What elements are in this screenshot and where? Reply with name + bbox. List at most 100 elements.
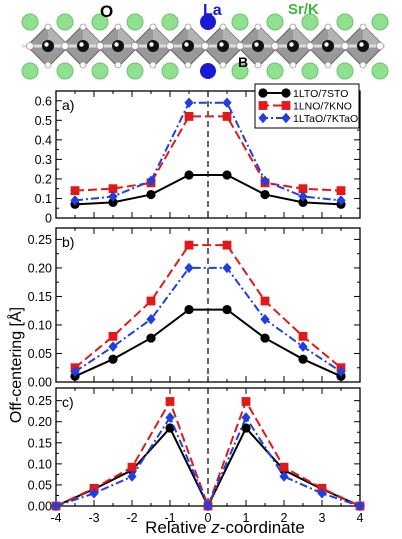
o-atom	[26, 42, 34, 50]
x-tick-label: 1	[243, 511, 250, 525]
o-atom	[184, 23, 192, 31]
srk-atom	[336, 62, 354, 80]
data-point	[108, 197, 118, 207]
b-atom-highlight	[324, 42, 329, 47]
data-point	[165, 423, 175, 433]
data-point	[355, 500, 365, 512]
o-atom	[306, 42, 314, 50]
srk-atom	[126, 13, 144, 31]
data-point	[222, 304, 232, 315]
data-point	[70, 186, 80, 196]
data-point	[184, 112, 194, 121]
panel-1: 0 0.1 0.2 0.3 0.4 0.5 0.6 a) 1LTO/7STO1LNO/7KNO1…	[35, 83, 361, 226]
srk-atom	[21, 62, 39, 80]
b-atom-highlight	[219, 42, 224, 47]
legend-box	[254, 83, 360, 129]
label-srk: Sr/K	[288, 1, 319, 18]
series-line	[74, 308, 342, 378]
b-atom-highlight	[254, 42, 259, 47]
x-tick-label: 4	[357, 511, 364, 525]
octahedron-face	[83, 25, 104, 46]
o-atom	[289, 23, 297, 31]
x-axis-label-suffix: -coordinate	[220, 518, 305, 537]
data-point	[298, 197, 308, 207]
data-point	[222, 97, 232, 108]
series-line	[74, 266, 342, 373]
y-tick-label: 0.15	[28, 290, 52, 304]
octahedron-face	[48, 25, 69, 46]
b-atom-highlight	[44, 42, 49, 47]
y-tick-label: 0.10	[28, 318, 52, 332]
y-tick-label: 0.25	[28, 233, 52, 247]
o-atom	[254, 23, 262, 31]
o-atom	[149, 61, 157, 69]
data-point	[222, 170, 232, 180]
data-point	[184, 97, 194, 108]
series-1	[51, 423, 365, 511]
series-line	[55, 415, 361, 509]
x-tick-label: -1	[164, 511, 175, 525]
o-atom	[324, 23, 332, 31]
data-point	[222, 262, 232, 274]
srk-atom	[266, 13, 284, 31]
data-point	[281, 101, 291, 110]
label-o: O	[100, 2, 113, 21]
o-atom	[359, 61, 367, 69]
data-point	[241, 412, 251, 423]
panel-3: 0.00 0.05 0.10 0.15 0.20 0.25 -4 -3 -2 -1 0 1 2 3 4 c)	[28, 387, 365, 525]
crystal-structure-illustration	[21, 13, 389, 80]
series-line	[74, 174, 342, 206]
series-3	[51, 412, 365, 512]
panel-label: b)	[62, 234, 74, 250]
data-point	[108, 184, 118, 194]
octahedron-face	[363, 25, 384, 46]
data-point	[317, 488, 327, 499]
data-point	[184, 262, 194, 274]
data-point	[279, 462, 289, 472]
y-tick-label: 0.10	[28, 457, 52, 471]
label-b: B	[238, 54, 248, 70]
srk-atom	[266, 62, 284, 80]
data-point	[89, 488, 99, 499]
y-tick-label: 0.3	[35, 153, 52, 167]
o-atom	[359, 23, 367, 31]
data-point	[146, 314, 156, 325]
x-axis-label-prefix: Relative	[145, 518, 211, 537]
b-atom-highlight	[79, 42, 84, 47]
srk-atom	[56, 13, 74, 31]
y-tick-label: 0.05	[28, 478, 52, 492]
srk-atom	[231, 62, 249, 80]
data-point	[241, 423, 251, 433]
y-tick-label: 0.5	[35, 114, 52, 128]
panel-label: a)	[62, 97, 74, 113]
data-point	[241, 397, 251, 406]
x-tick-label: -3	[88, 511, 99, 525]
data-point	[279, 471, 289, 482]
srk-atom	[161, 13, 179, 31]
y-tick-label: 0.15	[28, 436, 52, 450]
o-atom	[149, 23, 157, 31]
y-tick-label: 0.00	[28, 376, 52, 390]
o-atom	[254, 61, 262, 69]
octahedron-face	[153, 25, 174, 46]
data-point	[260, 296, 270, 306]
data-point	[146, 189, 156, 200]
o-atom	[289, 61, 297, 69]
data-point	[165, 397, 175, 406]
legend-label: 1LNO/7KNO	[293, 100, 352, 112]
b-atom-highlight	[289, 42, 294, 47]
y-tick-label: 0.20	[28, 415, 52, 429]
series-3	[70, 97, 346, 206]
data-point	[184, 240, 194, 250]
o-atom	[201, 42, 209, 50]
data-point	[127, 471, 137, 482]
data-point	[281, 88, 291, 98]
o-atom	[79, 61, 87, 69]
data-point	[127, 462, 137, 472]
o-atom	[96, 42, 104, 50]
octahedron-face	[293, 25, 314, 46]
y-tick-label: 0.20	[28, 261, 52, 275]
data-point	[184, 304, 194, 315]
data-point	[336, 186, 346, 196]
x-tick-label: -2	[126, 511, 137, 525]
